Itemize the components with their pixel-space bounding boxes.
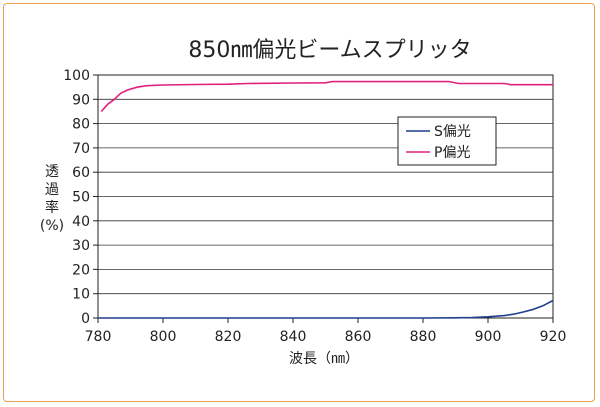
y-tick-label: 90 <box>72 92 90 108</box>
y-axis-ticks: 0 10 20 30 40 50 60 70 80 90 100 <box>63 68 98 327</box>
y-axis-label-char: 透 <box>45 164 59 180</box>
x-axis-label: 波長（㎚） <box>289 351 359 367</box>
series-lines <box>98 80 554 319</box>
y-tick-label: 100 <box>63 68 90 84</box>
series-line <box>100 80 553 113</box>
y-tick-label: 30 <box>72 238 90 254</box>
legend-label: P偏光 <box>434 145 470 161</box>
chart-title: 850㎚偏光ビームスプリッタ <box>188 38 471 63</box>
x-axis-ticks: 780 800 820 840 860 880 900 920 <box>85 318 567 345</box>
legend-box <box>397 116 497 166</box>
y-axis-label-char: 率 <box>45 199 59 216</box>
y-axis-label-char: 過 <box>45 182 59 198</box>
legend-label: S偏光 <box>434 124 471 140</box>
x-tick-label: 860 <box>345 329 372 345</box>
y-tick-label: 80 <box>72 117 90 133</box>
chart-frame <box>3 3 595 402</box>
series-line <box>98 299 554 319</box>
x-tick-label: 900 <box>475 329 502 345</box>
x-tick-label: 780 <box>85 329 112 345</box>
y-tick-label: 10 <box>72 287 90 303</box>
x-tick-label: 920 <box>540 329 567 345</box>
y-tick-label: 20 <box>72 262 90 278</box>
y-tick-label: 50 <box>72 190 90 206</box>
y-tick-label: 60 <box>72 165 90 181</box>
y-tick-label: 0 <box>81 311 90 327</box>
y-axis-label: 透過率 (%) <box>40 164 64 234</box>
grid-lines <box>98 74 553 319</box>
legend: S偏光 P偏光 <box>397 116 497 166</box>
x-tick-label: 800 <box>150 329 177 345</box>
x-tick-label: 880 <box>410 329 437 345</box>
y-tick-label: 40 <box>72 214 90 230</box>
y-axis-label-char: (%) <box>40 218 64 234</box>
x-tick-label: 820 <box>215 329 242 345</box>
y-tick-label: 70 <box>72 141 90 157</box>
x-tick-label: 840 <box>280 329 307 345</box>
